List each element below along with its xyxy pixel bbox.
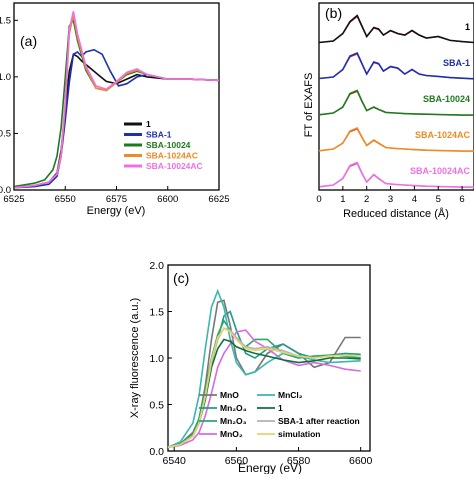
panel-a-y-tick-label: 1.0 <box>0 72 11 83</box>
panel-c-legend: MnO Mn₂O₄ Mn₂O₃ MnO₂ MnCl₂ 1 SBA-1 after react… <box>199 390 360 439</box>
panel-b-plot <box>318 14 474 188</box>
panel-a-legend-label: SBA-10024 <box>146 140 191 150</box>
panel-b: 0 1 2 3 4 5 6 (b) Reduced distance (Å) FT of E… <box>303 2 474 220</box>
panel-a-legend-label: SBA-10024AC <box>146 161 203 171</box>
panel-a-legend-label: SBA-1024AC <box>146 151 198 161</box>
panel-c-y-tick-label: 1.5 <box>149 307 164 319</box>
panel-b-fit-line <box>318 15 474 44</box>
panel-c-label: (c) <box>173 270 189 286</box>
panel-b-series-line <box>318 51 474 80</box>
panel-b-ticks: 0 1 2 3 4 5 6 <box>316 186 465 205</box>
panel-b-series-name: SBA-10024AC <box>410 166 471 176</box>
panel-b-xlabel: Reduced distance (Å) <box>343 207 449 220</box>
panel-c-legend-label: Mn₂O₄ <box>220 403 247 413</box>
panel-a-x-tick-label: 6525 <box>3 194 24 205</box>
panel-c-x-tick-label: 6600 <box>349 455 373 467</box>
panel-c-xlabel: Energy (eV) <box>238 461 302 474</box>
panel-a-xlabel: Energy (eV) <box>87 205 146 217</box>
panel-a-y-tick-label: 1.5 <box>0 15 11 26</box>
panel-c-x-tick-label: 6560 <box>225 455 249 467</box>
panel-c-legend-label: simulation <box>278 429 321 439</box>
panel-b-series-line <box>318 14 474 44</box>
panel-b-series-line <box>318 89 474 116</box>
panel-b-label: (b) <box>325 5 342 21</box>
panel-b-x-tick-label: 1 <box>340 194 345 205</box>
panel-a-plot <box>13 11 220 189</box>
panel-b-series-name: SBA-10024 <box>423 94 470 104</box>
panel-a-series-line <box>13 11 220 189</box>
panel-c-y-tick-label: 0.0 <box>149 446 164 458</box>
panel-c-legend-label: 1 <box>278 403 283 413</box>
panel-c-y-tick-label: 2.0 <box>149 260 164 272</box>
panel-b-series-name: 1 <box>465 22 470 32</box>
panel-a-x-tick-label: 6550 <box>55 194 76 205</box>
panel-b-series-labels: 1 SBA-1 SBA-10024 SBA-1024AC SBA-10024AC <box>410 22 471 176</box>
panel-b-x-tick-label: 6 <box>459 194 464 205</box>
panel-a-x-tick-label: 6575 <box>106 194 127 205</box>
panel-a-y-tick-label: 0.5 <box>0 128 11 139</box>
panel-b-series-name: SBA-1024AC <box>415 130 471 140</box>
panel-a-y-tick-label: 0.0 <box>0 185 11 196</box>
panel-a-legend-label: 1 <box>146 119 151 129</box>
panel-a-x-tick-label: 6600 <box>157 194 178 205</box>
panel-c-x-tick-label: 6540 <box>163 455 187 467</box>
panel-a-label: (a) <box>20 33 37 49</box>
panel-c-ylabel: X-ray fluorescence (a.u.) <box>129 298 141 418</box>
panel-c-legend-label: MnO₂ <box>220 429 243 439</box>
panel-c-x-tick-label: 6580 <box>287 455 311 467</box>
panel-b-series-line <box>318 161 474 188</box>
panel-c-y-tick-label: 0.5 <box>149 400 164 412</box>
panel-b-x-tick-label: 2 <box>364 194 369 205</box>
panel-b-frame <box>318 2 474 191</box>
panel-c: 6540 6560 6580 6600 0.0 0.5 1.0 1.5 2.0 (c) Ener… <box>129 260 373 475</box>
panel-b-x-tick-label: 0 <box>316 194 321 205</box>
panel-b-series-name: SBA-1 <box>443 58 470 68</box>
panel-c-series-line <box>167 329 361 449</box>
panel-a-legend-label: SBA-1 <box>146 130 172 140</box>
panel-c-legend-label: MnCl₂ <box>278 390 303 400</box>
panel-c-legend-label: MnO <box>220 390 239 400</box>
panel-a-x-tick-label: 6625 <box>208 194 229 205</box>
panel-b-series-line <box>318 126 474 152</box>
panel-b-ylabel: FT of EXAFS <box>303 73 315 138</box>
panel-c-ticks: 6540 6560 6580 6600 0.0 0.5 1.0 1.5 2.0 <box>149 260 372 467</box>
panel-b-x-tick-label: 3 <box>388 194 393 205</box>
panel-c-legend-label: SBA-1 after reaction <box>278 416 360 426</box>
panel-c-series-line <box>167 327 361 449</box>
panel-c-y-tick-label: 1.0 <box>149 353 164 365</box>
panel-b-x-tick-label: 4 <box>412 194 417 205</box>
panel-c-legend-label: Mn₂O₃ <box>220 416 247 426</box>
panel-a-ticks: 6525 6550 6575 6600 6625 0.0 0.5 1.0 1.5 <box>0 15 230 205</box>
panel-b-x-tick-label: 5 <box>436 194 441 205</box>
panel-a: 6525 6550 6575 6600 6625 0.0 0.5 1.0 1.5 (a) Ene… <box>0 2 230 217</box>
